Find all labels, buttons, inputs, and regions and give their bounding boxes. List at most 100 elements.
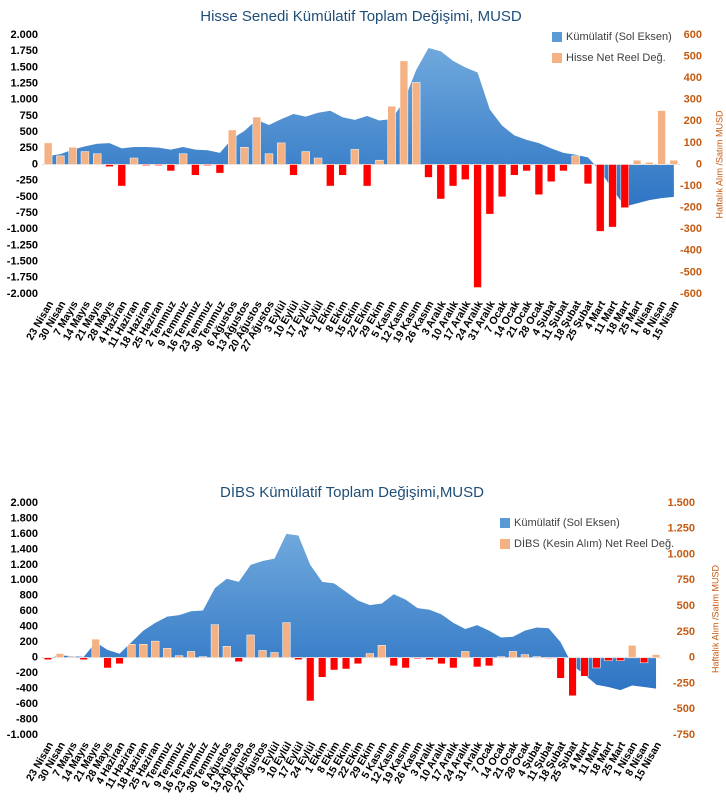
bar [412,82,421,165]
bar [142,164,151,166]
bar [620,164,629,208]
bar [375,159,384,165]
y-tick-label: 1.800 [10,512,38,524]
y-tick-label: 500 [20,126,38,138]
legend-label: DİBS (Kesin Alım) Net Reel Değ. [514,537,674,550]
bar [496,656,506,658]
legend-swatch [552,53,562,63]
y2-tick-label: -500 [673,703,695,715]
y-tick-label: -800 [16,713,38,725]
bar [559,164,568,172]
bar [277,142,286,165]
legend-label: Hisse Net Reel Değ. [566,52,666,64]
legend-label: Kümülatif (Sol Eksen) [566,31,672,43]
y-tick-label: 0 [32,158,38,170]
y-tick-label: 200 [20,636,38,648]
bar [544,657,553,659]
chart: DİBS Kümülatif Toplam Değişimi,MUSD 2.000… [7,483,721,795]
bar [43,657,53,660]
y2-tick-label: 0 [696,158,702,170]
bar [413,657,422,659]
y2-tick-label: -750 [673,729,695,741]
y2-tick-label: -600 [680,288,702,300]
bar [448,164,458,187]
y-tick-label: -1.000 [7,729,38,741]
y-tick-label: -200 [16,667,38,679]
bar [198,656,208,658]
legend-swatch [552,32,562,42]
bar [151,640,160,658]
y-tick-label: 1.000 [10,574,38,586]
bar [129,157,139,165]
bar [657,110,666,165]
y-tick-label: -400 [16,683,38,695]
bar [139,644,148,658]
y-tick-label: 1.500 [10,61,38,73]
bar [91,638,100,658]
bar [330,657,339,671]
y2-tick-label: -500 [680,266,702,278]
y2-tick-label: 200 [684,115,702,127]
bar [461,651,470,658]
y2-axis-label: Haftalık Alım /Satım MUSD [710,564,720,673]
bar [437,657,446,665]
bar [234,657,243,663]
bar [80,151,90,165]
bar [592,657,601,669]
bar [556,657,565,679]
bar [608,164,617,228]
y-tick-label: 1.400 [10,543,38,555]
bar [580,657,589,677]
bar [115,657,124,665]
bar [508,651,518,658]
y2-tick-label: 500 [677,600,695,612]
y2-axis-label: Haftalık Alım /Satım MUSD [714,110,724,219]
bar [399,60,409,165]
bar [522,164,531,172]
y2-tick-label: 100 [684,137,702,149]
bar [596,164,605,232]
y-tick-label: 800 [20,590,38,602]
bar [389,657,398,667]
bar [326,164,335,187]
y2-tick-label: 500 [684,50,702,62]
bar [377,645,386,658]
bar [436,164,445,200]
bar [546,164,556,183]
bar [497,164,507,198]
bar [461,164,470,180]
bar [338,164,347,176]
y-tick-label: -750 [16,207,38,219]
y-tick-label: 2.000 [10,29,38,41]
y-tick-label: 600 [20,605,38,617]
y-tick-label: -500 [16,191,38,203]
y2-tick-label: 400 [684,72,702,84]
bar [616,657,625,662]
y-tick-label: -1.500 [7,256,38,268]
legend-label: Kümülatif (Sol Eksen) [514,517,620,529]
bar [166,164,176,172]
y2-tick-label: 600 [684,29,702,41]
bar [401,657,410,669]
bar [246,634,255,658]
y-tick-label: 1.250 [10,77,38,89]
y2-tick-label: -200 [680,202,702,214]
bar [175,655,184,658]
bar [191,164,200,176]
y2-tick-label: 250 [677,626,695,638]
bar [365,653,374,658]
bar [532,656,541,658]
bar [568,657,577,697]
y-tick-label: 400 [20,621,38,633]
y2-tick-label: 0 [689,652,695,664]
bar [68,146,77,165]
bar [628,645,637,658]
bar [186,651,196,658]
bar [424,164,433,178]
area [48,47,674,207]
bar [485,657,494,667]
bar [318,657,327,678]
bar [341,657,351,670]
area [47,533,657,691]
